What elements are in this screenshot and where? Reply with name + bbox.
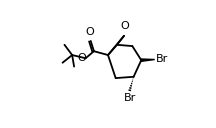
Text: O: O	[120, 21, 129, 31]
Text: O: O	[86, 27, 94, 37]
Text: Br: Br	[124, 93, 136, 103]
Polygon shape	[141, 59, 155, 61]
Text: Br: Br	[156, 54, 168, 64]
Text: O: O	[77, 53, 86, 63]
